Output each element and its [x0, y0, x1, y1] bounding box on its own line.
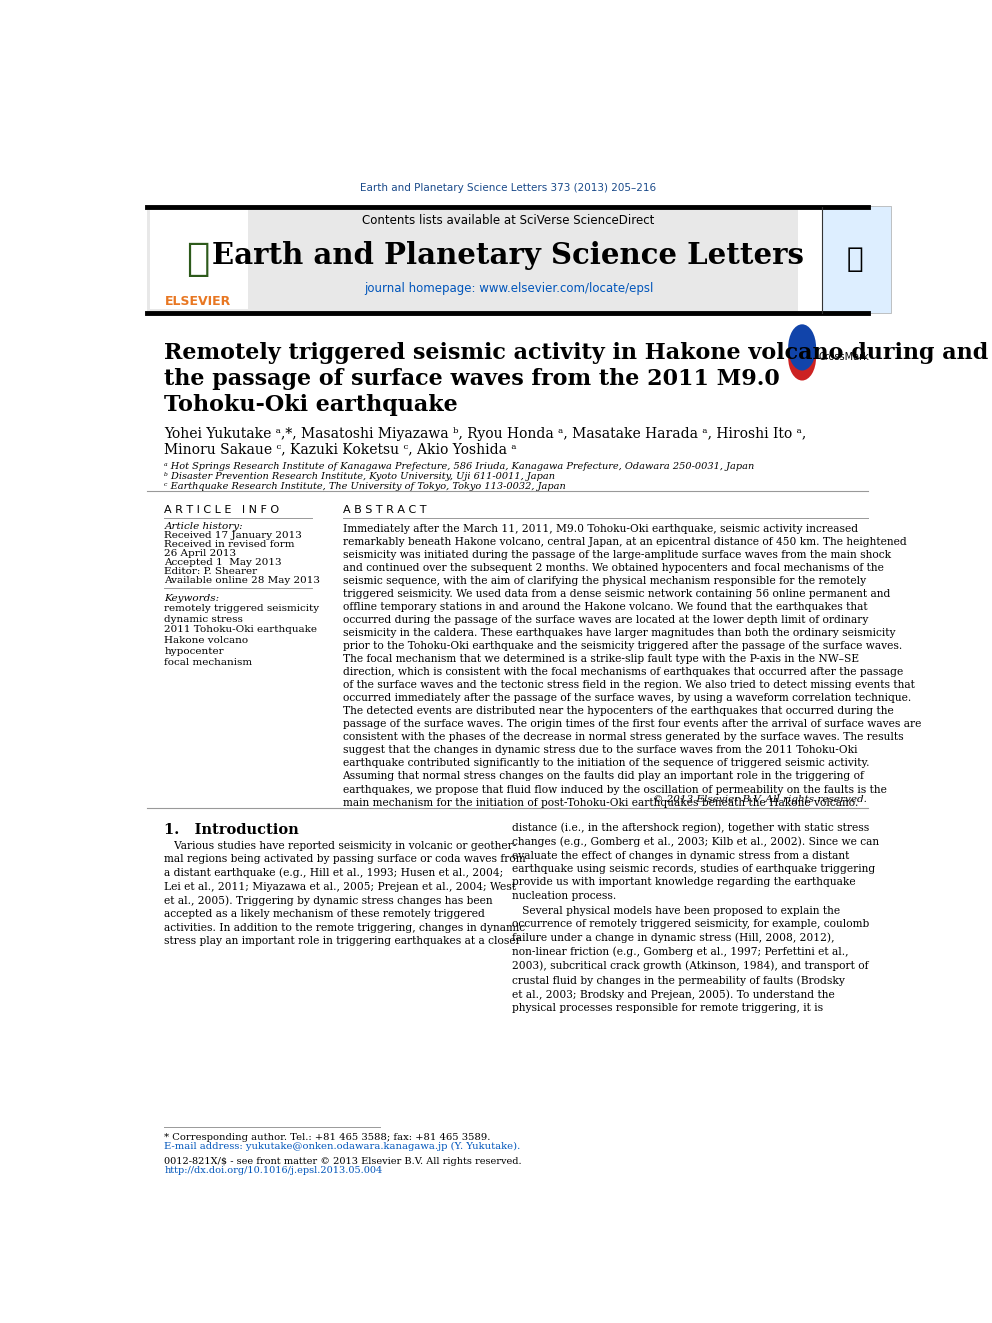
Text: Various studies have reported seismicity in volcanic or geother-
mal regions bei: Various studies have reported seismicity…	[165, 841, 526, 946]
Text: Received 17 January 2013: Received 17 January 2013	[165, 532, 303, 540]
Text: 2011 Tohoku-Oki earthquake: 2011 Tohoku-Oki earthquake	[165, 626, 317, 635]
Text: hypocenter: hypocenter	[165, 647, 224, 656]
Text: 26 April 2013: 26 April 2013	[165, 549, 236, 558]
Text: Yohei Yukutake ᵃ,*, Masatoshi Miyazawa ᵇ, Ryou Honda ᵃ, Masatake Harada ᵃ, Hiros: Yohei Yukutake ᵃ,*, Masatoshi Miyazawa ᵇ…	[165, 427, 806, 441]
Text: Article history:: Article history:	[165, 523, 243, 532]
Text: Earth and Planetary Science Letters: Earth and Planetary Science Letters	[212, 241, 805, 270]
Bar	[147, 206, 799, 312]
Text: 1.   Introduction: 1. Introduction	[165, 823, 299, 836]
Text: Accepted 1  May 2013: Accepted 1 May 2013	[165, 558, 282, 568]
Text: ELSEVIER: ELSEVIER	[165, 295, 231, 308]
Text: Several physical models have been proposed to explain the
occurrence of remotely: Several physical models have been propos…	[512, 906, 869, 1013]
Text: remotely triggered seismicity: remotely triggered seismicity	[165, 603, 319, 613]
Text: CrossMark: CrossMark	[818, 352, 869, 361]
Text: 🌍: 🌍	[846, 245, 863, 273]
Text: A R T I C L E   I N F O: A R T I C L E I N F O	[165, 505, 280, 515]
Text: Immediately after the March 11, 2011, M9.0 Tohoku-Oki earthquake, seismic activi: Immediately after the March 11, 2011, M9…	[342, 524, 921, 807]
Text: Keywords:: Keywords:	[165, 594, 219, 603]
Bar	[821, 206, 891, 312]
Ellipse shape	[789, 335, 816, 381]
Text: dynamic stress: dynamic stress	[165, 615, 243, 623]
Text: Earth and Planetary Science Letters 373 (2013) 205–216: Earth and Planetary Science Letters 373 …	[360, 183, 657, 193]
Text: 0012-821X/$ - see front matter © 2013 Elsevier B.V. All rights reserved.: 0012-821X/$ - see front matter © 2013 El…	[165, 1156, 522, 1166]
Bar	[150, 209, 248, 308]
Text: © 2013 Elsevier B.V. All rights reserved.: © 2013 Elsevier B.V. All rights reserved…	[653, 795, 866, 804]
Text: Received in revised form: Received in revised form	[165, 540, 295, 549]
Text: Minoru Sakaue ᶜ, Kazuki Koketsu ᶜ, Akio Yoshida ᵃ: Minoru Sakaue ᶜ, Kazuki Koketsu ᶜ, Akio …	[165, 442, 517, 456]
Text: journal homepage: www.elsevier.com/locate/epsl: journal homepage: www.elsevier.com/locat…	[364, 282, 653, 295]
Text: the passage of surface waves from the 2011 M9.0: the passage of surface waves from the 20…	[165, 368, 780, 390]
Text: E-mail address: yukutake@onken.odawara.kanagawa.jp (Y. Yukutake).: E-mail address: yukutake@onken.odawara.k…	[165, 1142, 521, 1151]
Ellipse shape	[789, 324, 816, 370]
Text: Contents lists available at SciVerse ScienceDirect: Contents lists available at SciVerse Sci…	[362, 214, 655, 226]
Text: distance (i.e., in the aftershock region), together with static stress
changes (: distance (i.e., in the aftershock region…	[512, 823, 879, 901]
Text: Editor: P. Shearer: Editor: P. Shearer	[165, 566, 258, 576]
Text: ᵇ Disaster Prevention Research Institute, Kyoto University, Uji 611-0011, Japan: ᵇ Disaster Prevention Research Institute…	[165, 472, 556, 482]
Text: Remotely triggered seismic activity in Hakone volcano during and after: Remotely triggered seismic activity in H…	[165, 343, 992, 364]
Text: * Corresponding author. Tel.: +81 465 3588; fax: +81 465 3589.: * Corresponding author. Tel.: +81 465 35…	[165, 1132, 491, 1142]
Text: Available online 28 May 2013: Available online 28 May 2013	[165, 576, 320, 585]
Text: focal mechanism: focal mechanism	[165, 658, 252, 667]
Text: ᵃ Hot Springs Research Institute of Kanagawa Prefecture, 586 Iriuda, Kanagawa Pr: ᵃ Hot Springs Research Institute of Kana…	[165, 462, 755, 471]
Text: Hakone volcano: Hakone volcano	[165, 636, 248, 646]
Text: 🌿: 🌿	[186, 239, 209, 278]
Text: A B S T R A C T: A B S T R A C T	[342, 505, 426, 515]
Text: ᶜ Earthquake Research Institute, The University of Tokyo, Tokyo 113-0032, Japan: ᶜ Earthquake Research Institute, The Uni…	[165, 482, 566, 491]
Text: http://dx.doi.org/10.1016/j.epsl.2013.05.004: http://dx.doi.org/10.1016/j.epsl.2013.05…	[165, 1166, 383, 1175]
Text: Tohoku-Oki earthquake: Tohoku-Oki earthquake	[165, 394, 458, 417]
